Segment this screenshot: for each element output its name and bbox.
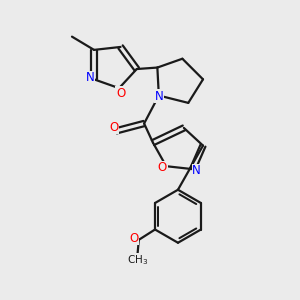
- Text: O: O: [129, 232, 138, 245]
- Text: N: N: [192, 164, 201, 177]
- Text: O: O: [109, 121, 119, 134]
- Text: CH$_3$: CH$_3$: [127, 254, 148, 267]
- Text: N: N: [155, 90, 164, 103]
- Text: N: N: [86, 71, 94, 84]
- Text: O: O: [158, 161, 167, 174]
- Text: O: O: [116, 87, 125, 100]
